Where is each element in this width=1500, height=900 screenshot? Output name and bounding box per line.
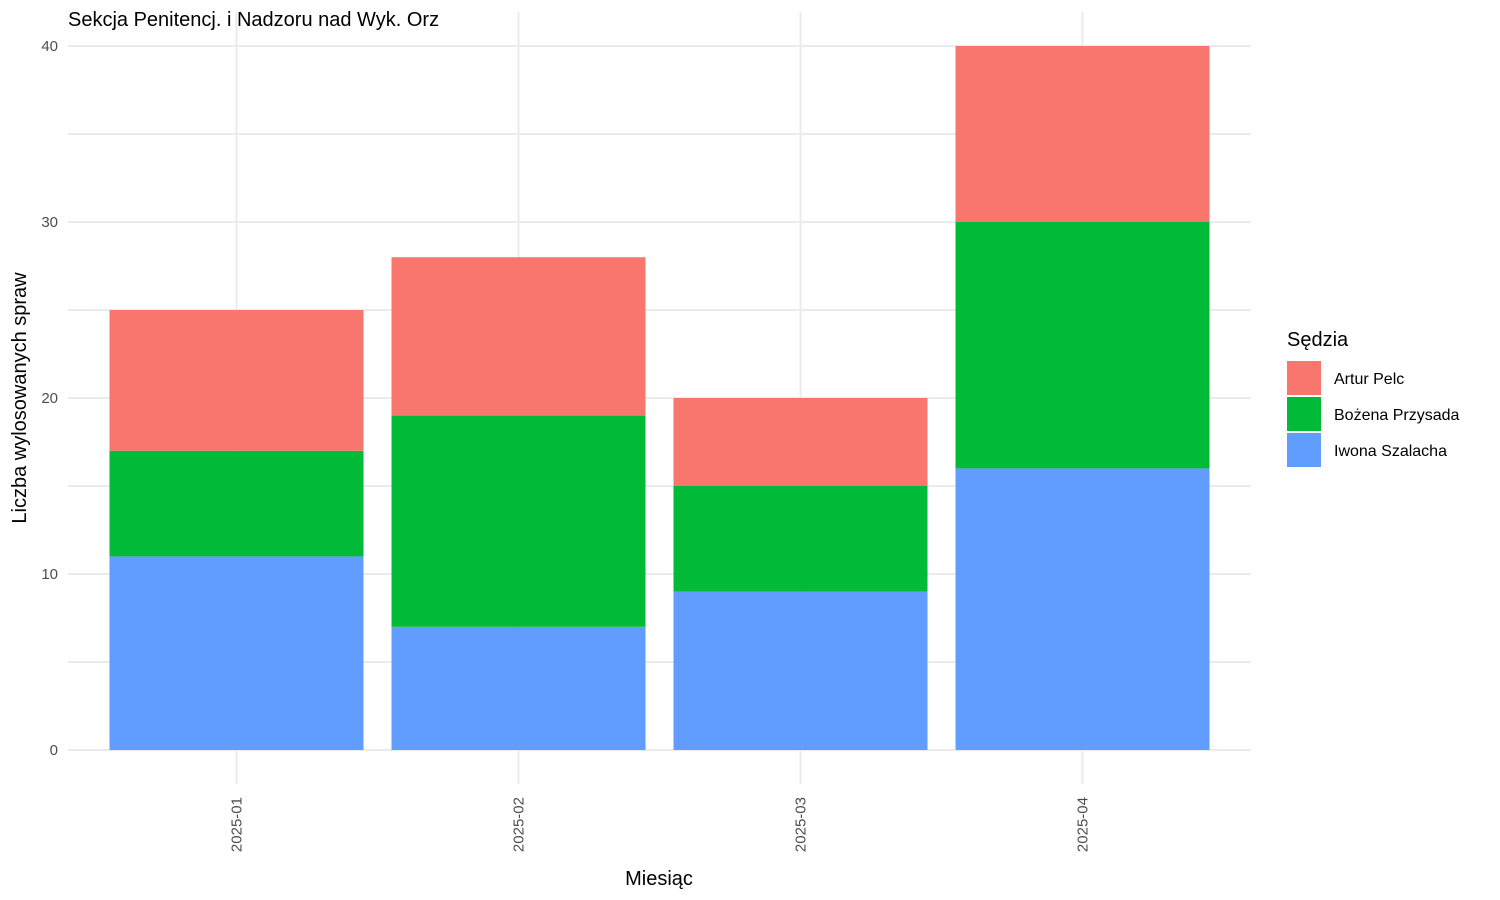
legend-label: Bożena Przysada [1334, 407, 1460, 424]
y-axis-title: Liczba wylosowanych spraw [9, 272, 31, 524]
bar-segment [955, 46, 1210, 222]
legend-key [1287, 361, 1321, 395]
x-tick-label: 2025-01 [229, 797, 246, 852]
bar-segment [391, 626, 646, 750]
y-tick-label: 30 [41, 214, 58, 231]
legend-title: Sędzia [1287, 329, 1349, 351]
y-tick-labels: 0 10 20 30 40 [41, 38, 58, 759]
x-axis-title: Miesiąc [625, 868, 693, 890]
bar-segment [673, 486, 928, 592]
x-tick-label: 2025-03 [793, 797, 810, 852]
y-tick-label: 40 [41, 38, 58, 55]
legend-label: Artur Pelc [1334, 371, 1404, 388]
y-tick-label: 20 [41, 390, 58, 407]
legend-key [1287, 397, 1321, 431]
bar-segment [109, 450, 364, 557]
x-tick-labels: 2025-01 2025-02 2025-03 2025-04 [229, 797, 1092, 852]
y-tick-label: 10 [41, 566, 58, 583]
bar-segment [955, 222, 1210, 469]
x-tick-label: 2025-02 [511, 797, 528, 852]
legend-label: Iwona Szalacha [1334, 443, 1447, 460]
legend-key [1287, 433, 1321, 467]
bar-segment [109, 310, 364, 451]
bar-segment [391, 415, 646, 627]
bar-segment [109, 556, 364, 750]
bar-segment [673, 398, 928, 486]
bar-segment [391, 257, 646, 416]
legend: Sędzia Artur Pelc Bożena Przysada Iwona Sz… [1287, 329, 1460, 467]
bar-segment [673, 591, 928, 750]
bar-segment [955, 468, 1210, 750]
x-tick-label: 2025-04 [1075, 797, 1092, 852]
y-tick-label: 0 [50, 742, 58, 759]
chart-title: Sekcja Penitencj. i Nadzoru nad Wyk. Orz [68, 9, 439, 31]
bars [109, 46, 1210, 750]
